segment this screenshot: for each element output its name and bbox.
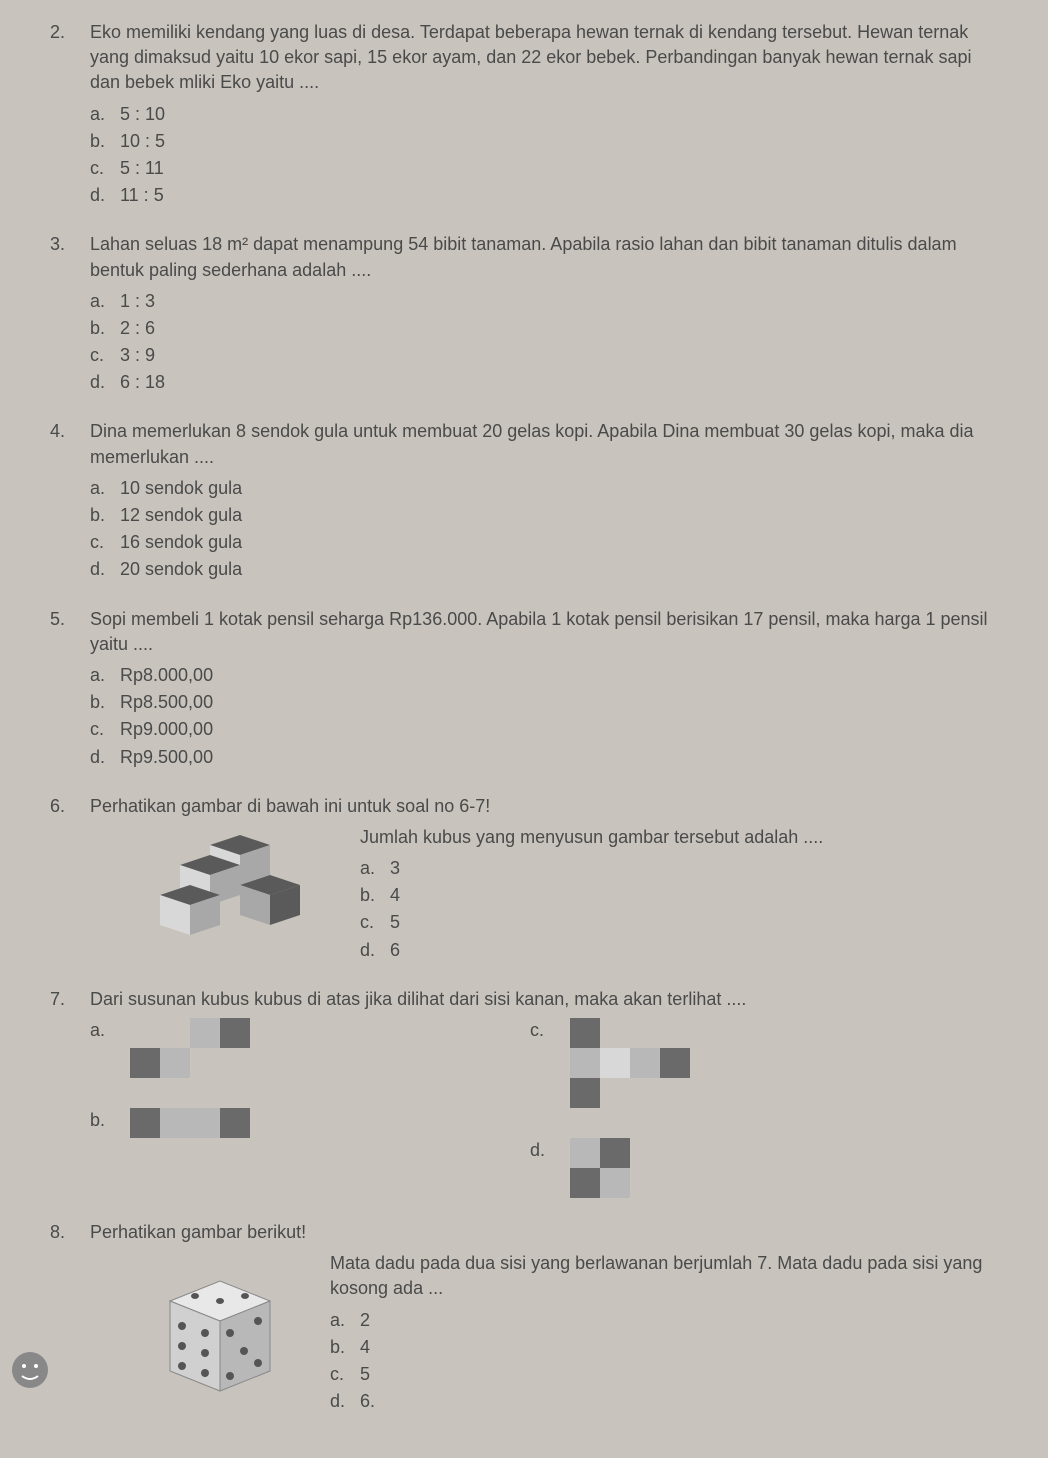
option-a[interactable]: a.1 : 3 <box>90 289 988 314</box>
option-b[interactable]: b.4 <box>360 883 988 908</box>
options-list: a.Rp8.000,00 b.Rp8.500,00 c.Rp9.000,00 d… <box>90 663 988 770</box>
shape-b-icon <box>130 1108 250 1138</box>
options-list: a.5 : 10 b.10 : 5 c.5 : 11 d.11 : 5 <box>90 102 988 209</box>
option-d[interactable]: d.20 sendok gula <box>90 557 988 582</box>
question-7: 7. Dari susunan kubus kubus di atas jika… <box>50 987 988 1198</box>
option-c[interactable]: c.5 <box>360 910 988 935</box>
option-b[interactable]: b. <box>90 1108 250 1138</box>
option-b[interactable]: b.2 : 6 <box>90 316 988 341</box>
option-c[interactable]: c.Rp9.000,00 <box>90 717 988 742</box>
cube-figure <box>130 825 330 965</box>
option-c[interactable]: c.16 sendok gula <box>90 530 988 555</box>
question-number: 4. <box>50 419 74 584</box>
options-list: a.1 : 3 b.2 : 6 c.3 : 9 d.6 : 18 <box>90 289 988 396</box>
question-8: 8. Perhatikan gambar berikut! <box>50 1220 988 1416</box>
question-text: Dari susunan kubus kubus di atas jika di… <box>90 987 988 1012</box>
shape-d-icon <box>570 1138 630 1198</box>
question-text: Sopi membeli 1 kotak pensil seharga Rp13… <box>90 607 988 657</box>
question-3: 3. Lahan seluas 18 m² dapat menampung 54… <box>50 232 988 397</box>
question-number: 7. <box>50 987 74 1198</box>
option-d[interactable]: d.6. <box>330 1389 988 1414</box>
option-a[interactable]: a. <box>90 1018 250 1078</box>
option-d[interactable]: d.6 : 18 <box>90 370 988 395</box>
question-text: Lahan seluas 18 m² dapat menampung 54 bi… <box>90 232 988 282</box>
options-list: a.2 b.4 c.5 d.6. <box>330 1308 988 1415</box>
option-c[interactable]: c.5 : 11 <box>90 156 988 181</box>
option-b[interactable]: b.12 sendok gula <box>90 503 988 528</box>
option-b[interactable]: b.4 <box>330 1335 988 1360</box>
question-number: 3. <box>50 232 74 397</box>
question-number: 5. <box>50 607 74 772</box>
option-d[interactable]: d. <box>530 1138 690 1198</box>
option-a[interactable]: a.Rp8.000,00 <box>90 663 988 688</box>
option-a[interactable]: a.5 : 10 <box>90 102 988 127</box>
question-5: 5. Sopi membeli 1 kotak pensil seharga R… <box>50 607 988 772</box>
option-a[interactable]: a.3 <box>360 856 988 881</box>
question-2: 2. Eko memiliki kendang yang luas di des… <box>50 20 988 210</box>
shape-c-icon <box>570 1018 690 1108</box>
shape-a-icon <box>130 1018 250 1078</box>
question-text: Eko memiliki kendang yang luas di desa. … <box>90 20 988 96</box>
question-number: 2. <box>50 20 74 210</box>
options-list: a.3 b.4 c.5 d.6 <box>360 856 988 963</box>
option-c[interactable]: c. <box>530 1018 690 1108</box>
dice-figure <box>130 1251 290 1411</box>
avatar-icon <box>10 1350 50 1390</box>
option-d[interactable]: d.Rp9.500,00 <box>90 745 988 770</box>
question-text: Dina memerlukan 8 sendok gula untuk memb… <box>90 419 988 469</box>
option-d[interactable]: d.6 <box>360 938 988 963</box>
option-a[interactable]: a.10 sendok gula <box>90 476 988 501</box>
question-intro: Perhatikan gambar di bawah ini untuk soa… <box>90 794 988 819</box>
question-number: 6. <box>50 794 74 965</box>
question-6: 6. Perhatikan gambar di bawah ini untuk … <box>50 794 988 965</box>
question-text: Jumlah kubus yang menyusun gambar terseb… <box>360 825 988 850</box>
option-c[interactable]: c.5 <box>330 1362 988 1387</box>
options-list: a.10 sendok gula b.12 sendok gula c.16 s… <box>90 476 988 583</box>
question-number: 8. <box>50 1220 74 1416</box>
option-d[interactable]: d.11 : 5 <box>90 183 988 208</box>
option-b[interactable]: b.10 : 5 <box>90 129 988 154</box>
question-intro: Perhatikan gambar berikut! <box>90 1220 988 1245</box>
question-4: 4. Dina memerlukan 8 sendok gula untuk m… <box>50 419 988 584</box>
option-b[interactable]: b.Rp8.500,00 <box>90 690 988 715</box>
option-a[interactable]: a.2 <box>330 1308 988 1333</box>
question-text: Mata dadu pada dua sisi yang berlawanan … <box>330 1251 988 1301</box>
option-c[interactable]: c.3 : 9 <box>90 343 988 368</box>
